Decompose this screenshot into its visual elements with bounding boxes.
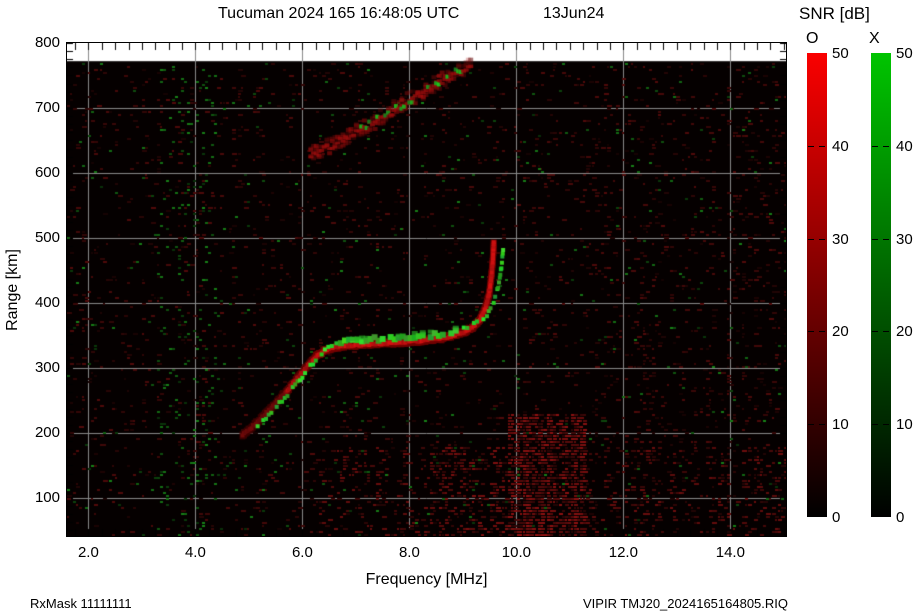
y-tick-label: 300 [34, 358, 60, 376]
colorbar-tick-dash [808, 424, 814, 425]
colorbar-tick-dash [808, 239, 814, 240]
x-tick-label: 14.0 [715, 544, 745, 561]
colorbar-tick-dash [872, 331, 878, 332]
colorbar-title: SNR [dB] [799, 4, 870, 23]
x-tick-label: 4.0 [184, 544, 206, 561]
colorbar-tick-dash [808, 331, 814, 332]
colorbar-tick-dash [872, 424, 878, 425]
y-tick-label: 600 [34, 163, 60, 181]
colorbar-tick-label: 50 [896, 45, 913, 62]
x-mode-label: X [869, 30, 880, 47]
colorbar-tick-dash [819, 424, 825, 425]
colorbar-tick-label: 40 [896, 137, 913, 155]
colorbar-tick-label: 20 [896, 323, 913, 341]
colorbar-tick-label: 0 [896, 509, 905, 526]
y-tick-label: 200 [34, 423, 60, 441]
colorbar-tick-label: 50 [832, 45, 849, 62]
colorbar-tick-label: 20 [832, 323, 849, 341]
x-tick-label: 2.0 [77, 544, 99, 561]
colorbar-tick-dash [819, 331, 825, 332]
ionogram-canvas [67, 43, 786, 536]
colorbar-tick-label: 30 [896, 230, 913, 248]
y-axis-label: Range [km] [4, 248, 21, 331]
colorbar-tick-dash [883, 424, 889, 425]
y-tick-label: 400 [34, 293, 60, 311]
x-tick-label: 8.0 [398, 544, 420, 561]
colorbar-tick-dash [808, 146, 814, 147]
y-axis-label-wrap: Range [km] [0, 42, 26, 537]
page-title: Tucuman 2024 165 16:48:05 UTC [218, 5, 460, 22]
colorbar-tick-label: 30 [832, 230, 849, 248]
o-mode-colorbar [807, 53, 827, 517]
y-tick-label: 500 [34, 228, 60, 246]
data-filename-text: VIPIR TMJ20_2024165164805.RIQ [583, 596, 789, 611]
x-tick-label: 6.0 [291, 544, 313, 561]
colorbar-tick-dash [819, 146, 825, 147]
y-tick-label: 100 [34, 488, 60, 506]
page-title-date: 13Jun24 [543, 5, 605, 22]
o-mode-label: O [806, 30, 819, 47]
rxmask-text: RxMask 11111111 [30, 596, 132, 611]
colorbar-tick-dash [819, 239, 825, 240]
colorbar-tick-dash [883, 331, 889, 332]
colorbar-tick-label: 0 [832, 509, 841, 526]
colorbar-tick-dash [872, 146, 878, 147]
x-tick-label: 12.0 [608, 544, 638, 561]
colorbar-tick-label: 40 [832, 137, 849, 155]
ionogram-plot-frame [66, 42, 787, 537]
colorbar-tick-dash [872, 239, 878, 240]
colorbar-tick-dash [883, 146, 889, 147]
x-axis-label: Frequency [MHz] [365, 571, 488, 588]
colorbar-tick-label: 10 [832, 416, 849, 434]
y-tick-label: 700 [34, 98, 60, 116]
colorbar-tick-label: 10 [896, 416, 913, 434]
x-tick-label: 10.0 [501, 544, 531, 561]
colorbar-tick-dash [883, 239, 889, 240]
x-mode-colorbar [871, 53, 891, 517]
y-tick-label: 800 [34, 34, 60, 51]
